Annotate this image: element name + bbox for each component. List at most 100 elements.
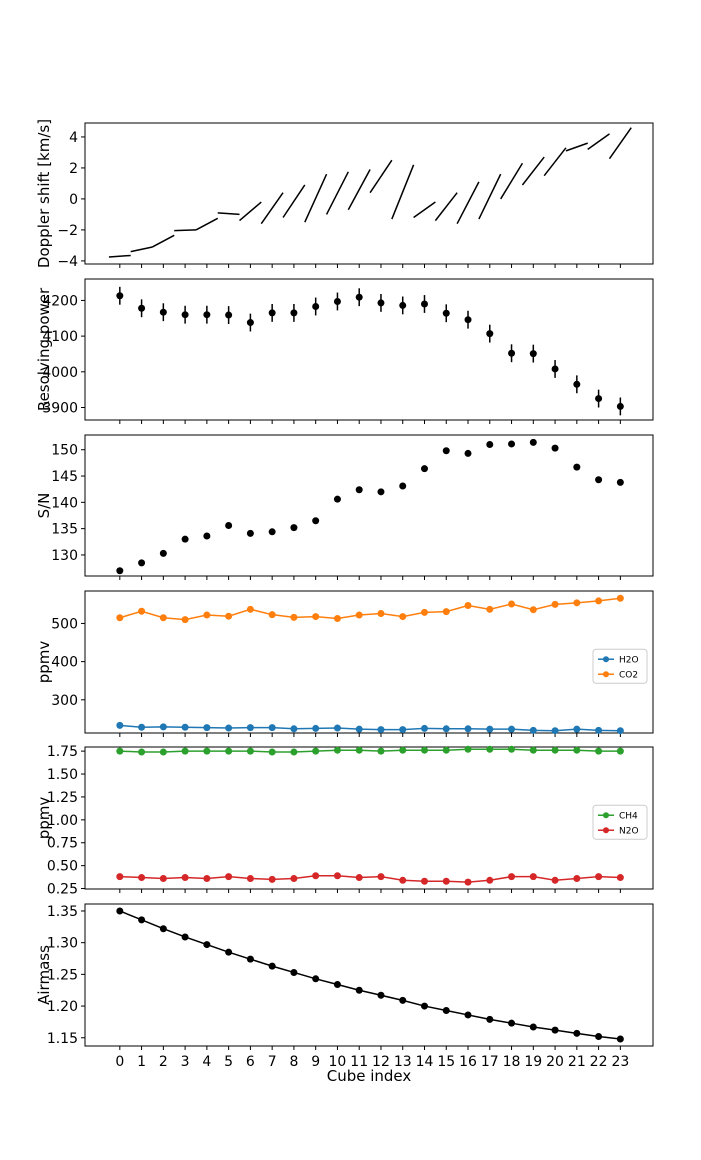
data-point <box>333 981 341 989</box>
doppler-segment <box>587 133 610 150</box>
data-point <box>616 594 624 602</box>
data-point <box>355 293 363 301</box>
doppler-segment <box>195 217 219 231</box>
data-point <box>399 301 407 309</box>
doppler-segment <box>347 169 371 211</box>
panel-5: 1.15 1.20 1.25 1.30 1.35 Airmass <box>35 903 654 1050</box>
data-point <box>159 549 167 557</box>
data-point <box>246 319 254 327</box>
data-point <box>225 521 233 529</box>
data-point <box>203 874 211 882</box>
data-point <box>486 605 494 613</box>
data-point <box>420 465 428 473</box>
data-point <box>486 725 494 733</box>
doppler-segment <box>239 201 262 222</box>
axes-frame <box>84 434 654 577</box>
y-tick-label: 4200 <box>42 293 78 309</box>
y-tick-label: 1.00 <box>47 813 78 829</box>
x-tick-label: 15 <box>437 1054 455 1070</box>
data-point <box>551 365 559 373</box>
doppler-segment <box>500 162 524 200</box>
data-point <box>486 876 494 884</box>
data-point <box>529 606 537 614</box>
data-point <box>486 745 494 753</box>
y-axis-label: ppmv <box>35 641 53 684</box>
data-point <box>377 991 385 999</box>
data-point <box>246 747 254 755</box>
data-point <box>551 727 559 735</box>
data-point <box>203 311 211 319</box>
x-tick-label: 14 <box>416 1054 434 1070</box>
panel-2: 130 135 140 145 150 S/N <box>35 434 654 580</box>
data-point <box>616 402 624 410</box>
data-point <box>116 292 124 300</box>
x-tick-label: 23 <box>611 1054 629 1070</box>
data-point <box>268 528 276 536</box>
data-point <box>333 614 341 622</box>
doppler-segment <box>608 127 632 160</box>
data-point <box>138 607 146 615</box>
legend-label: H2O <box>619 656 639 666</box>
data-point <box>508 1019 516 1027</box>
data-point <box>595 476 603 484</box>
data-point <box>420 608 428 616</box>
panel-3: 300 400 500 ppmv H2O CO2 <box>35 590 654 737</box>
data-point <box>595 747 603 755</box>
data-point <box>225 311 233 319</box>
doppler-segment <box>434 192 458 222</box>
y-tick-label: 140 <box>51 495 78 511</box>
y-tick-label: 150 <box>51 443 78 459</box>
x-tick-label: 2 <box>159 1054 168 1070</box>
doppler-segment <box>456 181 480 225</box>
data-point <box>333 297 341 305</box>
data-point <box>595 1032 603 1040</box>
data-point <box>508 349 516 357</box>
legend-marker <box>603 671 609 678</box>
panel-0: −4 −2 0 2 4 Doppler shift [km/s] <box>35 119 654 270</box>
data-point <box>116 907 124 915</box>
data-point <box>203 532 211 540</box>
series-resolving-power <box>116 286 624 416</box>
data-point <box>312 517 320 525</box>
data-point <box>551 444 559 452</box>
data-point <box>116 721 124 729</box>
doppler-segment <box>282 184 306 218</box>
data-point <box>333 746 341 754</box>
y-tick-label: 1.30 <box>47 936 78 952</box>
doppler-segment <box>217 212 240 216</box>
data-point <box>268 962 276 970</box>
axes-frame <box>84 746 654 890</box>
data-point <box>138 559 146 567</box>
data-point <box>268 309 276 317</box>
series-line <box>119 874 621 883</box>
x-tick-label: 8 <box>289 1054 298 1070</box>
doppler-segment <box>565 142 588 152</box>
data-point <box>420 724 428 732</box>
data-point <box>159 925 167 933</box>
doppler-segment <box>174 229 197 232</box>
data-point <box>464 316 472 324</box>
data-point <box>355 986 363 994</box>
data-point <box>246 605 254 613</box>
data-point <box>116 747 124 755</box>
data-point <box>181 933 189 941</box>
data-point <box>159 614 167 622</box>
data-point <box>508 873 516 881</box>
data-point <box>442 877 450 885</box>
y-axis-label: Doppler shift [km/s] <box>35 119 53 268</box>
y-axis-label: ppmv <box>35 797 53 840</box>
data-point <box>355 486 363 494</box>
legend: H2O CO2 <box>592 648 648 684</box>
y-tick-label: 500 <box>51 616 78 632</box>
data-point <box>464 449 472 457</box>
y-tick-label: 300 <box>51 693 78 709</box>
data-point <box>268 724 276 732</box>
data-point <box>551 746 559 754</box>
data-point <box>442 725 450 733</box>
data-point <box>312 724 320 732</box>
data-point <box>268 611 276 619</box>
y-tick-label: 1.20 <box>47 999 78 1015</box>
data-point <box>203 724 211 732</box>
y-tick-label: 1.25 <box>47 967 78 983</box>
data-point <box>399 876 407 884</box>
